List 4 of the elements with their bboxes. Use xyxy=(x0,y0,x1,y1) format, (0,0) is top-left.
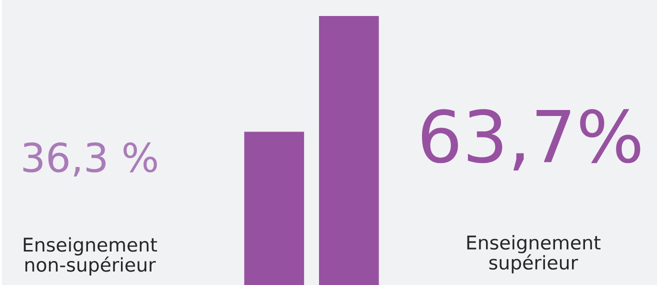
x-tick-label: Enseignement non-supérieur xyxy=(24,237,158,276)
annotation: 36,3 % xyxy=(23,142,157,176)
x-tick-label: Enseignement supérieur xyxy=(467,234,600,274)
annotation: 63,7% xyxy=(422,109,640,170)
